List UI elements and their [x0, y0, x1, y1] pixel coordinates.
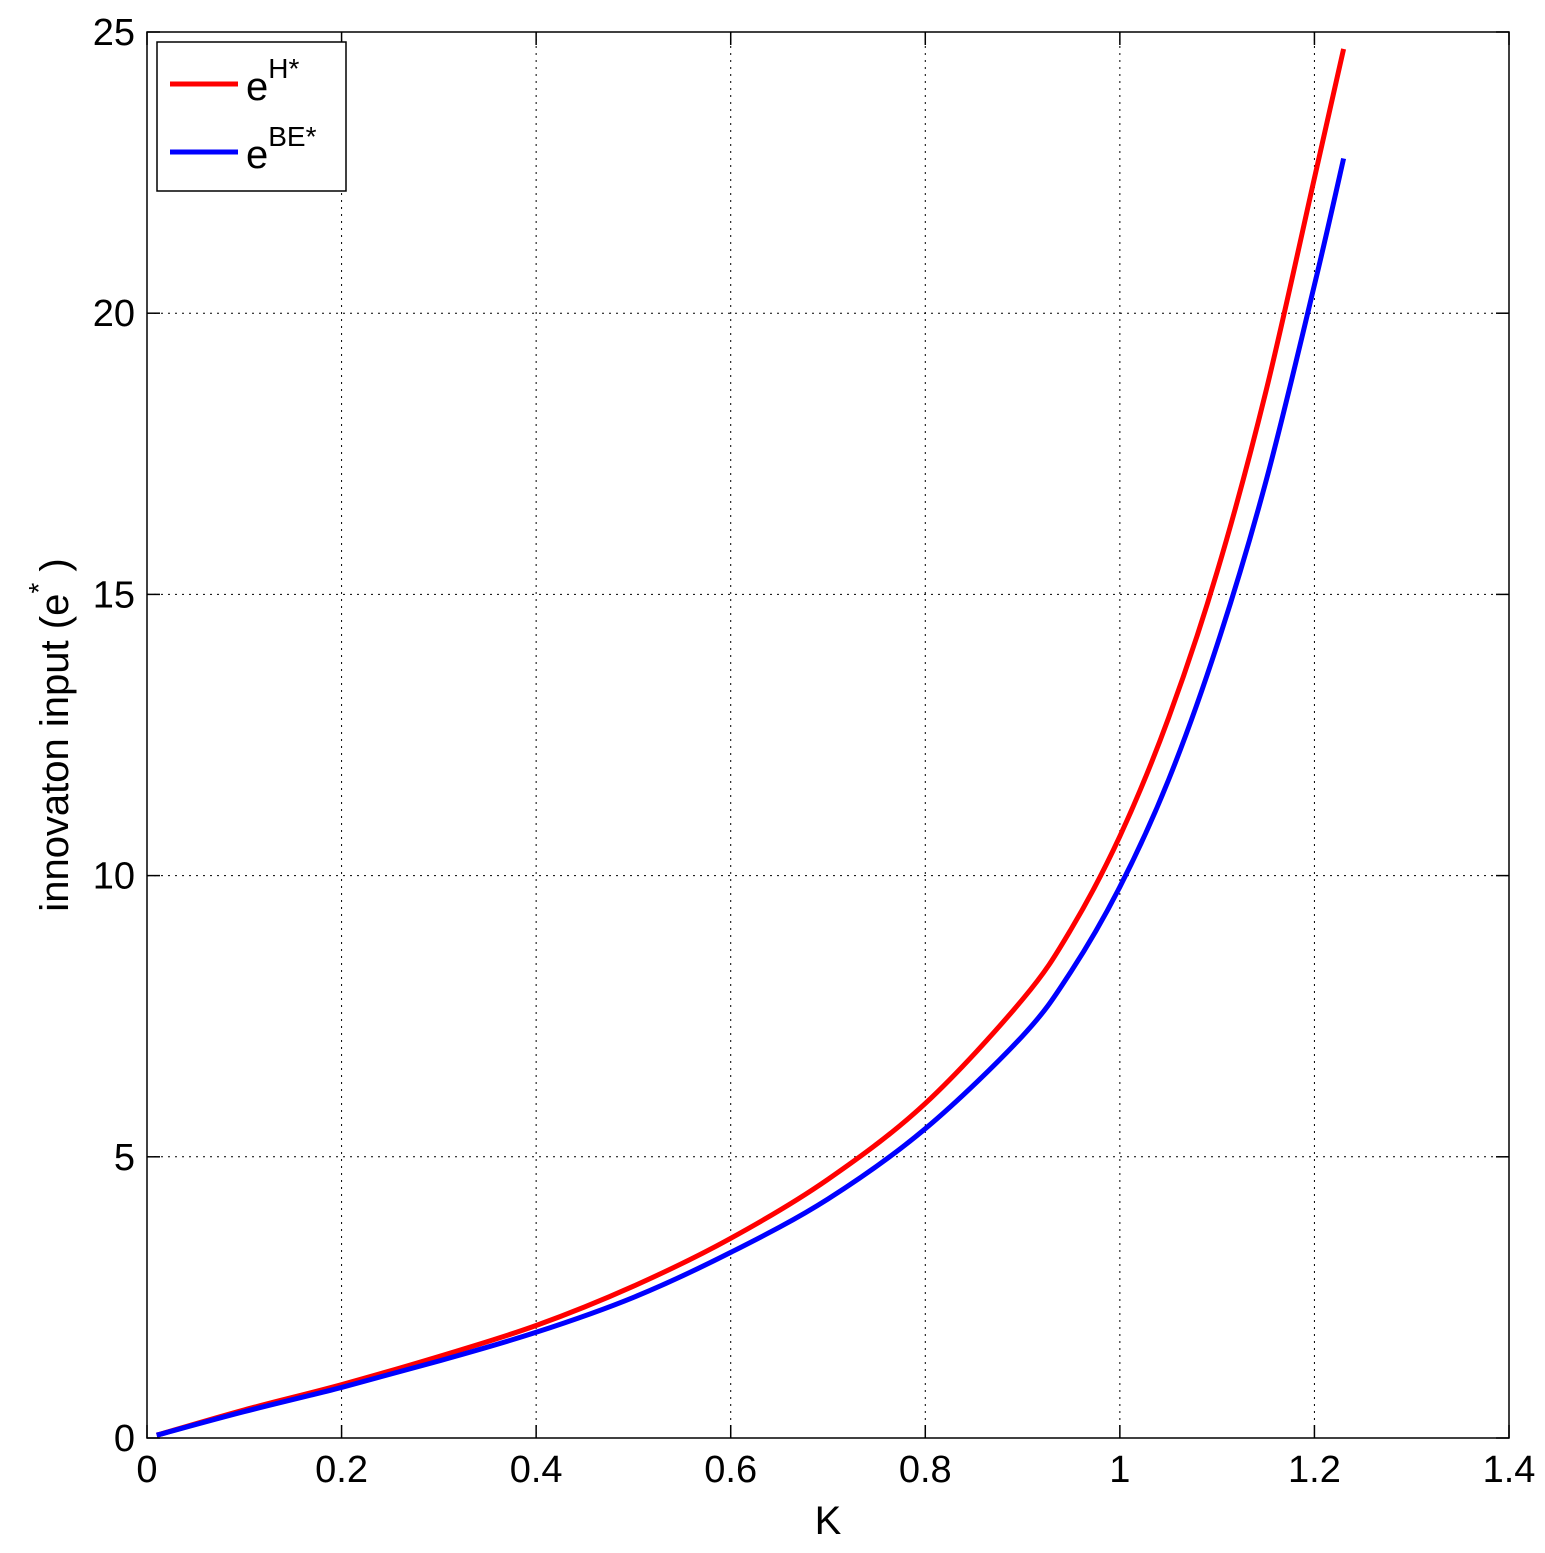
y-axis-label-paren: ) — [33, 558, 77, 571]
y-tick-label: 0 — [114, 1418, 135, 1460]
y-tick-label: 25 — [93, 12, 135, 54]
y-tick-label: 20 — [93, 293, 135, 335]
x-tick-label: 0.2 — [315, 1449, 368, 1491]
legend-entry-be: eBE* — [246, 121, 317, 177]
y-axis-label: innovaton input (e* ) — [23, 558, 77, 911]
y-axis-label-text: innovaton input (e — [33, 594, 77, 912]
y-axis-label-sup: * — [23, 583, 54, 594]
x-tick-label: 1 — [1109, 1449, 1130, 1491]
axis-ticks — [146, 31, 1510, 1439]
y-tick-label: 5 — [114, 1137, 135, 1179]
x-axis-label: K — [815, 1499, 842, 1543]
y-tick-label: 15 — [93, 574, 135, 616]
legend-entry-h: eH* — [246, 53, 299, 109]
plot-frame — [146, 31, 1510, 1439]
x-tick-label: 0.8 — [899, 1449, 952, 1491]
legend-entry-h-sup: H* — [268, 53, 299, 84]
x-tick-label: 1.2 — [1288, 1449, 1341, 1491]
x-tick-label: 0 — [136, 1449, 157, 1491]
series-lines — [156, 48, 1347, 1438]
legend-box — [156, 41, 347, 192]
x-tick-label: 0.6 — [704, 1449, 757, 1491]
series-line-be — [156, 157, 1347, 1438]
x-tick-label: 1.4 — [1483, 1449, 1536, 1491]
legend-entry-be-base: e — [246, 133, 268, 177]
x-tick-label: 0.4 — [510, 1449, 563, 1491]
plot-area — [147, 32, 1509, 1438]
y-axis-label-close — [33, 572, 77, 583]
legend-entry-h-base: e — [246, 65, 268, 109]
legend: eH* eBE* — [156, 41, 347, 192]
y-tick-label: 10 — [93, 856, 135, 898]
series-line-h — [156, 48, 1347, 1438]
legend-entry-be-sup: BE* — [268, 121, 316, 152]
